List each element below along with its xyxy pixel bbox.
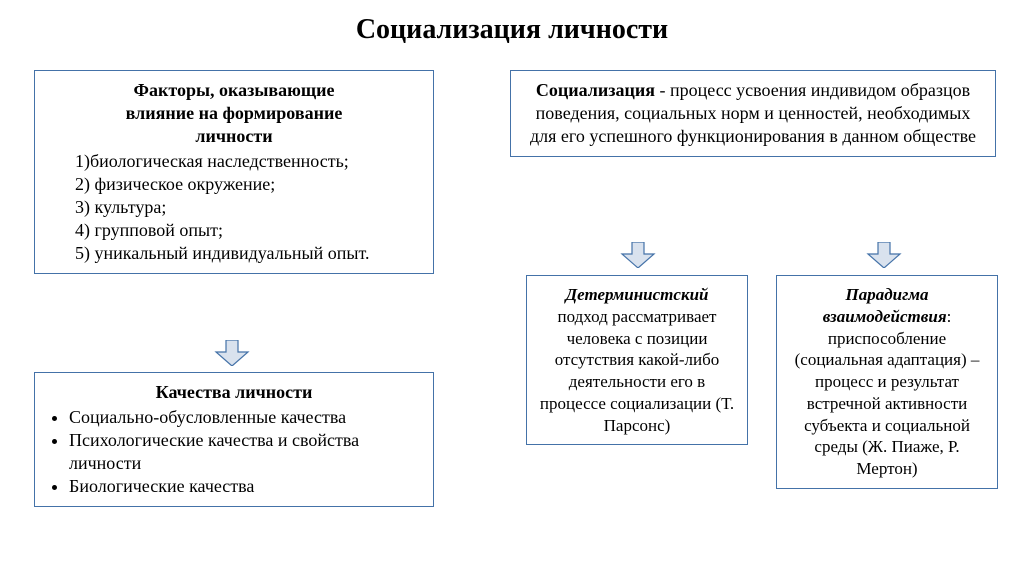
paradigm-emphasis: Парадигма взаимодействия bbox=[823, 285, 947, 326]
qualities-item: Психологические качества и свойства личн… bbox=[69, 429, 421, 475]
determinist-box: Детерминистский подход рассматривает чел… bbox=[526, 275, 748, 445]
arrow-down-icon bbox=[866, 242, 902, 268]
determinist-body: подход рассматривает человека с позиции … bbox=[540, 307, 734, 435]
paradigm-em-line2: взаимодействия bbox=[823, 307, 947, 326]
arrow-down-icon bbox=[620, 242, 656, 268]
page-title: Социализация личности bbox=[0, 0, 1024, 56]
determinist-emphasis: Детерминистский bbox=[566, 285, 709, 304]
paradigm-box: Парадигма взаимодействия: приспособление… bbox=[776, 275, 998, 489]
factors-item: 2) физическое окружение; bbox=[47, 173, 421, 196]
paradigm-body: приспособление (социальная адаптация) – … bbox=[795, 329, 980, 479]
factors-item: 4) групповой опыт; bbox=[47, 219, 421, 242]
qualities-item: Биологические качества bbox=[69, 475, 421, 498]
factors-item: 5) уникальный индивидуальный опыт. bbox=[47, 242, 421, 265]
socialization-term: Социализация bbox=[536, 80, 655, 100]
factors-heading-line1: Факторы, оказывающие bbox=[134, 80, 335, 100]
paradigm-em-line1: Парадигма bbox=[845, 285, 928, 304]
qualities-box: Качества личности Социально-обусловленны… bbox=[34, 372, 434, 507]
factors-item-text: 1)биологическая наследственность; bbox=[75, 151, 349, 171]
paradigm-colon: : bbox=[947, 307, 952, 326]
factors-heading: Факторы, оказывающие влияние на формиров… bbox=[47, 79, 421, 148]
factors-heading-line3: личности bbox=[195, 126, 272, 146]
factors-list: 1)биологическая наследственность; 2) физ… bbox=[47, 150, 421, 265]
factors-item: 1)биологическая наследственность; bbox=[47, 150, 421, 173]
socialization-definition-box: Социализация - процесс усвоения индивидо… bbox=[510, 70, 996, 157]
qualities-heading: Качества личности bbox=[47, 381, 421, 404]
qualities-item: Социально-обусловленные качества bbox=[69, 406, 421, 429]
factors-heading-line2: влияние на формирование bbox=[126, 103, 343, 123]
factors-item: 3) культура; bbox=[47, 196, 421, 219]
qualities-list: Социально-обусловленные качества Психоло… bbox=[47, 406, 421, 498]
arrow-down-icon bbox=[214, 340, 250, 366]
factors-box: Факторы, оказывающие влияние на формиров… bbox=[34, 70, 434, 274]
